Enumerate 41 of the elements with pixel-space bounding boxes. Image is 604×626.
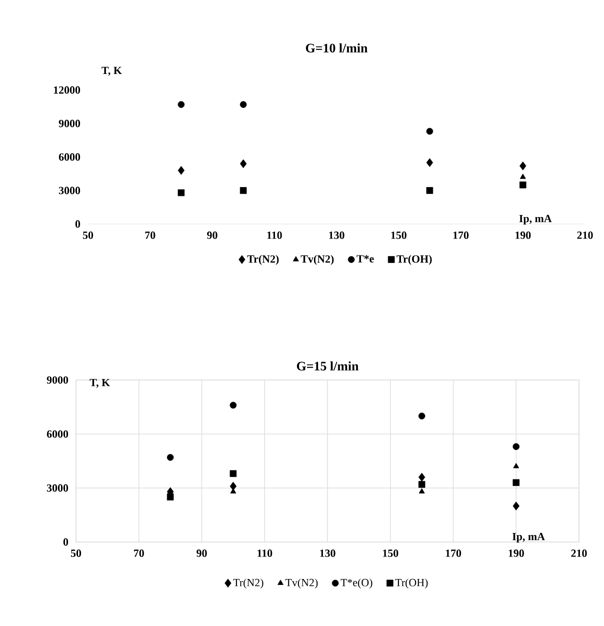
legend-label: Tr(N2) [247,254,279,265]
legend-label: Tv(N2) [285,578,318,589]
y-tick-label: 6000 [46,430,68,438]
x-axis-title: Ip, mA [519,214,552,224]
x-tick-label: 70 [134,550,144,557]
y-tick-label: 12000 [54,86,80,94]
y-tick-label: 9000 [58,120,80,128]
y-axis-title: T, K [90,378,110,388]
x-tick-label: 190 [508,550,524,557]
x-tick-label: 110 [258,550,272,557]
y-tick-label: 9000 [46,376,68,384]
x-tick-label: 170 [446,550,462,557]
x-tick-label: 150 [391,232,406,239]
y-axis-title: T, K [102,66,122,76]
x-tick-label: 210 [571,550,587,557]
legend-label: Tv(N2) [300,254,334,265]
y-tick-label: 0 [63,538,68,546]
legend-label: Tr(OH) [396,254,432,265]
x-tick-label: 150 [383,550,398,557]
x-tick-label: 170 [453,232,469,239]
chart-title: G=10 l/min [306,43,368,52]
x-tick-label: 130 [320,550,336,557]
y-tick-label: 0 [75,220,80,228]
legend-label: T*e(O) [340,578,372,589]
y-tick-label: 6000 [58,153,80,161]
x-tick-label: 50 [82,232,94,239]
y-tick-label: 3000 [46,484,68,492]
x-tick-label: 90 [196,550,207,557]
x-tick-label: 110 [267,232,282,239]
x-tick-label: 90 [207,232,218,239]
x-tick-label: 210 [577,232,593,239]
x-tick-label: 70 [145,232,156,239]
chart-title: G=15 l/min [296,361,359,371]
legend-label: Tr(OH) [395,578,428,589]
x-axis-title: Ip, mA [512,532,545,542]
legend-label: Tr(N2) [233,578,264,589]
legend-label: T*e [356,255,374,263]
x-tick-label: 50 [70,550,82,557]
y-tick-label: 3000 [58,186,80,194]
x-tick-label: 190 [516,232,531,239]
x-tick-label: 130 [329,232,344,239]
